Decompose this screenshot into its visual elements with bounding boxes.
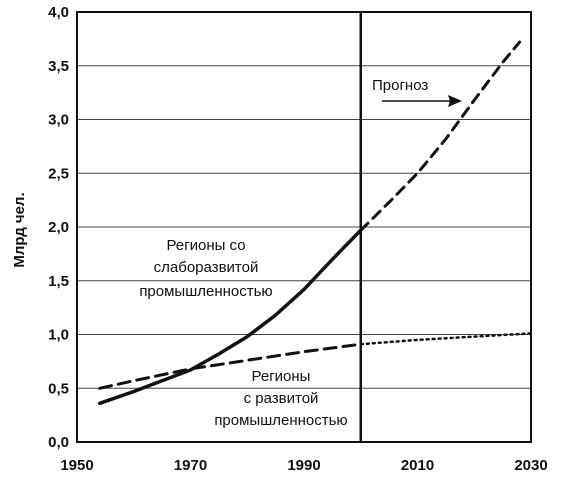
y-axis-label: Млрд чел. <box>11 192 28 267</box>
series-line-developed-forecast <box>359 332 533 346</box>
y-tick-label: 4,0 <box>48 4 69 21</box>
series-label-developing-line-3: промышленностью <box>139 283 272 300</box>
series-label-developing-line-1: Регионы со <box>166 237 245 254</box>
grid-lines <box>77 65 531 389</box>
y-tick-label: 1,5 <box>48 273 69 290</box>
x-tick-label: 2030 <box>514 457 547 474</box>
series-line-developing-forecast <box>359 40 522 232</box>
series-line-developing-actual <box>97 228 363 406</box>
series-label-developing-line-2: слаборазвитой <box>154 259 259 276</box>
series-label-developed-line-2: с развитой <box>244 390 319 407</box>
y-tick-label: 0,0 <box>48 434 69 451</box>
x-tick-label: 1990 <box>287 457 320 474</box>
x-tick-label: 1950 <box>60 457 93 474</box>
y-tick-label: 1,0 <box>48 327 69 344</box>
y-tick-label: 2,5 <box>48 165 69 182</box>
series-lines <box>97 40 533 406</box>
forecast-arrowhead <box>448 95 462 107</box>
x-tick-labels: 1950 1970 1990 2010 2030 <box>60 457 547 474</box>
x-tick-label: 2010 <box>401 457 434 474</box>
x-tick-label: 1970 <box>174 457 207 474</box>
series-label-developed-line-1: Регионы <box>252 368 311 385</box>
series-label-developed-line-3: промышленностью <box>214 412 347 429</box>
y-tick-labels: 0,0 0,5 1,0 1,5 2,0 2,5 3,0 3,5 4,0 <box>48 4 69 451</box>
y-tick-label: 0,5 <box>48 380 69 397</box>
y-tick-label: 3,0 <box>48 112 69 129</box>
forecast-label: Прогноз <box>372 77 428 94</box>
plot-frame <box>76 11 532 443</box>
y-tick-label: 3,5 <box>48 58 69 75</box>
y-tick-label: 2,0 <box>48 219 69 236</box>
series-line-developed-actual <box>98 342 363 390</box>
